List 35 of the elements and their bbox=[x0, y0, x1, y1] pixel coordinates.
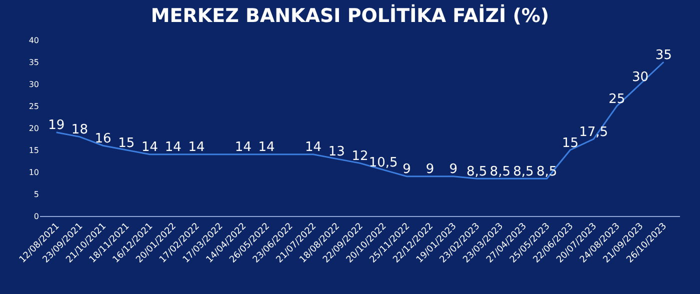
data-label: 8,5 bbox=[536, 164, 558, 180]
data-label: 8,5 bbox=[513, 164, 534, 180]
data-label: 8,5 bbox=[490, 164, 510, 180]
data-label: 12 bbox=[352, 148, 368, 164]
data-label: 10,5 bbox=[368, 156, 398, 171]
y-tick-label: 20 bbox=[28, 124, 39, 133]
data-label: 19 bbox=[48, 118, 65, 134]
data-label: 9 bbox=[449, 162, 458, 178]
data-label: 15 bbox=[562, 136, 578, 151]
data-label: 14 bbox=[164, 140, 182, 156]
y-tick-label: 30 bbox=[28, 80, 39, 89]
data-label: 35 bbox=[655, 48, 672, 63]
data-label: 14 bbox=[188, 140, 205, 156]
y-tick-label: 15 bbox=[28, 146, 39, 155]
data-label: 17,5 bbox=[579, 124, 608, 140]
data-label: 9 bbox=[402, 162, 411, 178]
data-label: 25 bbox=[608, 92, 626, 107]
y-tick-label: 0 bbox=[34, 212, 39, 221]
data-label: 13 bbox=[328, 144, 345, 160]
data-label: 14 bbox=[305, 140, 322, 156]
data-label: 15 bbox=[118, 136, 135, 151]
data-label: 14 bbox=[258, 140, 275, 156]
data-label: 30 bbox=[632, 70, 649, 85]
y-tick-label: 35 bbox=[28, 58, 39, 67]
data-label: 18 bbox=[71, 122, 88, 138]
data-label: 14 bbox=[234, 140, 252, 156]
y-tick-label: 10 bbox=[28, 168, 39, 177]
data-label: 9 bbox=[426, 162, 434, 178]
data-label: 16 bbox=[94, 131, 112, 146]
y-tick-label: 5 bbox=[34, 190, 39, 199]
y-tick-label: 25 bbox=[28, 102, 39, 111]
data-label: 14 bbox=[142, 140, 158, 156]
chart-title: MERKEZ BANKASI POLİTİKA FAİZİ (%) bbox=[150, 4, 550, 28]
data-label: 8,5 bbox=[466, 164, 488, 180]
y-tick-label: 40 bbox=[28, 36, 39, 45]
